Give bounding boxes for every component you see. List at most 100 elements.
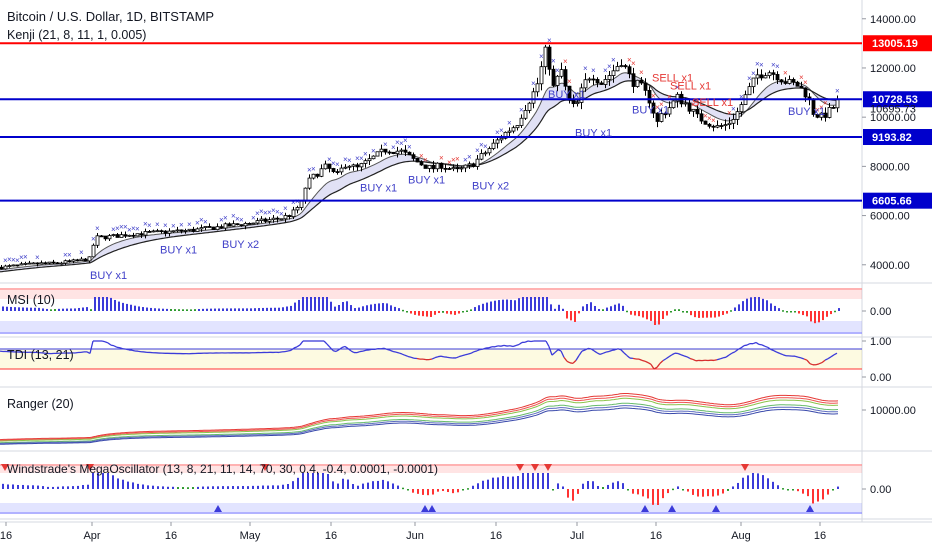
- candle-body: [699, 113, 704, 122]
- tdi-line-segment: [626, 355, 631, 359]
- msi-bar: [442, 311, 444, 313]
- msi-bar: [586, 304, 588, 311]
- candle-up: [523, 105, 528, 121]
- signal-cross: ×: [143, 220, 148, 229]
- candle-up: [787, 75, 792, 85]
- candle-body: [327, 163, 332, 169]
- mega-bar: [677, 486, 679, 489]
- candle-down: [411, 152, 416, 162]
- mega-bar: [307, 473, 309, 489]
- msi-bar: [690, 311, 692, 316]
- tdi-line-segment: [284, 350, 289, 353]
- candle-up: [319, 164, 324, 178]
- mega-bar: [627, 489, 629, 491]
- mega-bar: [832, 489, 834, 491]
- mega-bar: [552, 489, 554, 491]
- mega-bar: [807, 489, 809, 497]
- candle-body: [719, 125, 724, 127]
- tdi-line-segment: [665, 356, 670, 360]
- tdi-line-segment: [755, 341, 760, 345]
- signal-cross: ×: [423, 156, 428, 165]
- tdi-line-segment: [590, 348, 595, 352]
- msi-bar: [478, 305, 480, 311]
- candle-body: [515, 125, 520, 129]
- tdi-line-segment: [110, 344, 115, 347]
- msi-bar: [510, 299, 512, 311]
- msi-bar: [810, 311, 812, 322]
- signal-cross: ×: [739, 93, 744, 102]
- tdi-line-segment: [572, 359, 577, 364]
- tdi-axis-label-top: 1.00: [870, 336, 891, 348]
- mega-bar: [407, 489, 409, 491]
- signal-cross: ×: [383, 140, 388, 149]
- candle-down: [0, 265, 4, 270]
- candle-up: [659, 109, 664, 123]
- signal-cross: ×: [363, 150, 368, 159]
- mega-bar: [527, 473, 529, 489]
- tdi-line-segment: [545, 340, 550, 347]
- candle-body: [163, 230, 168, 234]
- candle-up: [363, 158, 368, 168]
- candle-down: [355, 162, 360, 171]
- signal-cross: ×: [235, 214, 240, 223]
- mega-bar: [372, 481, 374, 489]
- signal-cross: ×: [651, 91, 656, 100]
- msi-bar: [666, 311, 668, 316]
- mega-bar: [727, 489, 729, 491]
- msi-bar: [130, 304, 132, 311]
- tdi-line-segment: [374, 348, 379, 350]
- mega-buy-arrow: [668, 505, 676, 512]
- candle-up: [763, 72, 768, 79]
- msi-bar: [42, 308, 44, 311]
- candle-up: [279, 218, 284, 221]
- msi-bar: [682, 311, 684, 313]
- msi-bar: [294, 302, 296, 311]
- candle-body: [219, 226, 224, 229]
- sell-signal-label: SELL x1: [692, 97, 733, 109]
- candle-body: [127, 234, 132, 237]
- candle-down: [387, 150, 392, 155]
- mega-bar: [827, 489, 829, 495]
- buy-signal-label: BUY x1: [548, 89, 585, 101]
- msi-bar: [110, 297, 112, 311]
- tdi-line-segment: [455, 356, 460, 359]
- tdi-line-segment: [512, 344, 517, 348]
- candle-up: [143, 228, 148, 239]
- msi-bar: [754, 297, 756, 311]
- msi-bar: [34, 307, 36, 311]
- msi-bar: [602, 309, 604, 311]
- candle-up: [735, 107, 740, 126]
- mega-bar: [212, 486, 214, 489]
- mega-bar: [457, 489, 459, 493]
- signal-cross: ×: [407, 142, 412, 151]
- candle-body: [395, 150, 400, 155]
- msi-bar: [498, 300, 500, 311]
- msi-bar: [774, 305, 776, 311]
- msi-bar: [142, 307, 144, 311]
- candle-body: [123, 234, 128, 237]
- msi-lower-band: [0, 321, 862, 334]
- signal-cross: ×: [627, 56, 632, 65]
- candle-body: [67, 260, 72, 263]
- mega-bar: [492, 477, 494, 489]
- candle-body: [495, 139, 500, 144]
- tdi-line-segment: [101, 340, 106, 343]
- mega-bar: [817, 489, 819, 502]
- msi-bar: [234, 308, 236, 311]
- tdi-line-segment: [773, 350, 778, 353]
- tdi-line-segment: [398, 352, 403, 355]
- candle-body: [191, 228, 196, 232]
- mega-axis-label: 0.00: [870, 484, 891, 496]
- candle-up: [723, 119, 728, 131]
- candle-down: [595, 77, 600, 88]
- signal-cross: ×: [395, 138, 400, 147]
- signal-cross: ×: [131, 224, 136, 233]
- buy-signal-label: BUY x1: [575, 128, 612, 140]
- mega-bar: [97, 473, 99, 489]
- y-tick-label: 4000.00: [870, 260, 910, 272]
- signal-cross: ×: [751, 69, 756, 78]
- mega-bar: [532, 473, 534, 489]
- msi-bar: [830, 311, 832, 315]
- candle-body: [619, 65, 624, 67]
